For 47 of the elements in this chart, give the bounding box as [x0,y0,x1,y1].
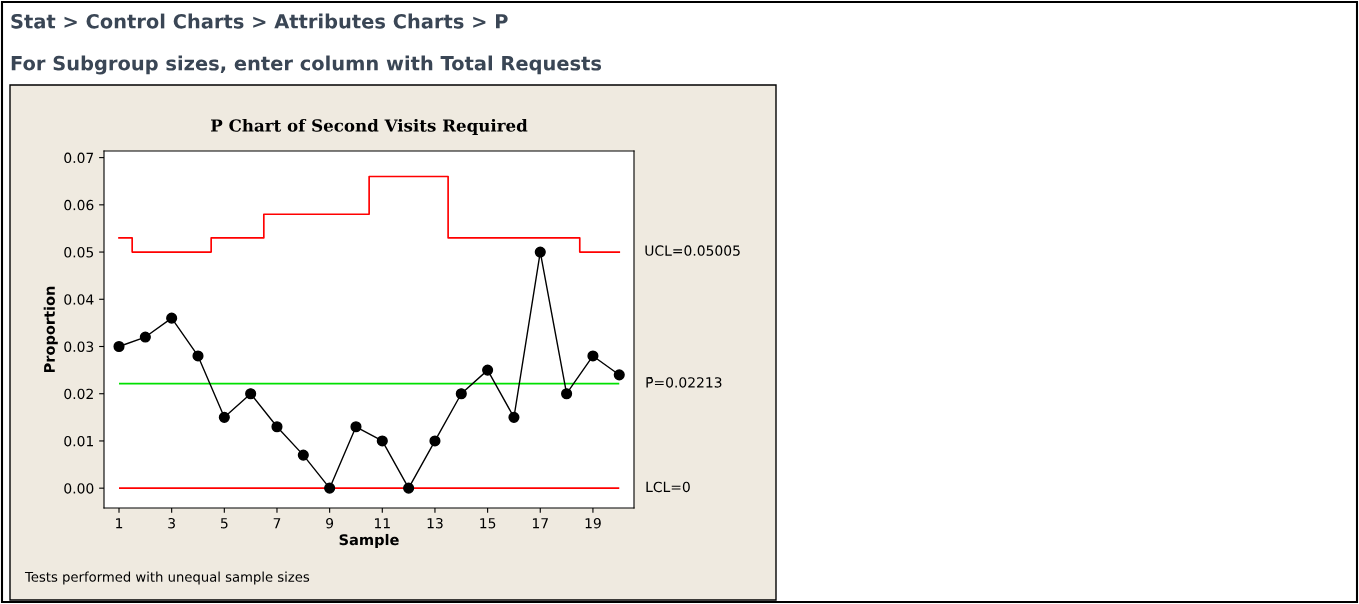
x-axis-title: Sample [339,533,399,549]
ref-line-label: LCL=0 [646,481,690,493]
ref-line-label: P̄=0.02213 [646,377,722,388]
point [218,411,230,423]
x-tick-label: 19 [585,517,601,529]
chart-title: P Chart of Second Visits Required [211,118,528,136]
x-tick-label: 17 [532,518,548,529]
x-tick-label: 3 [168,517,175,529]
x-tick-label: 7 [273,518,281,529]
text: Stat > Control Charts > Attributes Charts > P [11,13,508,29]
point [324,482,336,494]
y-tick-label: 0.07 [64,152,94,164]
point [297,449,309,461]
y-tick-label: 0.01 [64,435,93,447]
y-tick-label: 0.02 [64,388,93,400]
text: For Subgroup sizes, enter column with Total Requests [11,55,602,75]
y-tick-label: 0.04 [64,294,94,305]
text: Tests performed with unequal sample sizes [24,571,310,585]
x-tick-label: 11 [374,518,390,529]
point [113,340,125,353]
y-tick-label: 0.05 [64,247,94,258]
point [534,246,546,258]
point [561,388,573,400]
y-tick-label: 0.03 [64,341,94,352]
point [166,312,178,324]
point [350,421,362,433]
point [376,435,388,447]
point [403,482,415,494]
y-axis-title: Proportion [43,286,58,373]
point [613,369,625,381]
x-tick-label: 15 [480,518,496,529]
point [139,331,151,343]
annotation: UCL=0.05005 [645,245,740,256]
x-tick-label: 1 [116,518,123,529]
y-tick-label: 0.00 [64,483,94,494]
point [192,350,204,362]
x-tick-label: 13 [427,517,443,529]
point [245,388,257,400]
y-tick-label: 0.06 [64,199,94,211]
point [587,350,599,362]
x-tick-label: 5 [220,518,228,529]
point [271,421,283,433]
point [508,411,520,423]
point [429,435,441,447]
x-tick-label: 9 [326,517,334,529]
point [482,364,494,376]
point [455,388,467,400]
